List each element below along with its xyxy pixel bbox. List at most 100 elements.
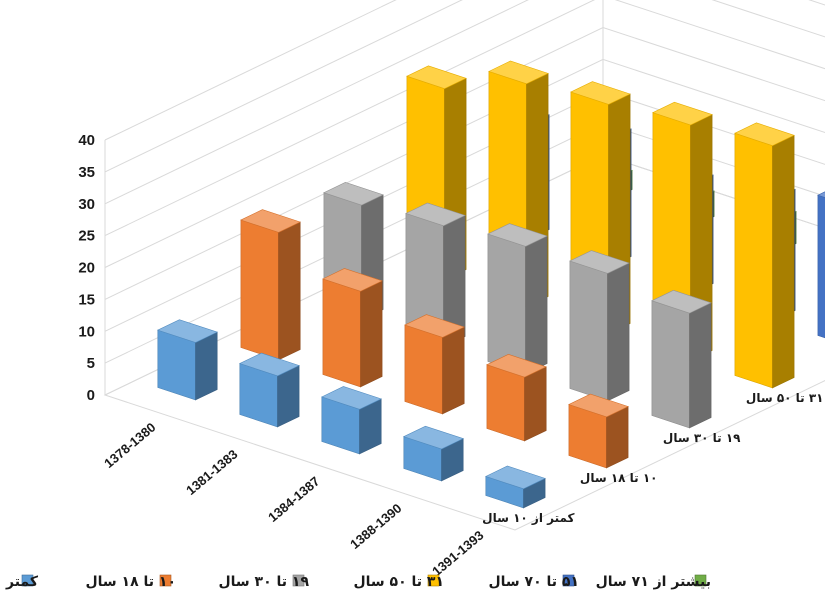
bar-top	[238, 352, 300, 377]
bar-front	[487, 233, 526, 375]
bar	[240, 209, 302, 361]
bar-top	[322, 268, 383, 292]
bar-front	[322, 278, 361, 388]
bar	[402, 425, 465, 482]
bar-top	[484, 465, 546, 490]
bar-side	[525, 235, 548, 375]
y-tick-label: 10	[78, 323, 95, 340]
gridline	[104, 0, 825, 237]
bar-top	[486, 353, 547, 378]
category-label: 1388-1390	[347, 500, 404, 551]
gridline	[104, 0, 825, 205]
legend-label: بیشتر از ۷۱ سال	[596, 574, 711, 590]
bar-side	[689, 302, 712, 429]
bar-front	[817, 194, 825, 339]
bar	[487, 223, 548, 375]
bar-front	[404, 324, 443, 415]
bar-top	[734, 122, 795, 147]
bar-top	[652, 101, 713, 126]
legend-item: ۳۱ تا ۵۰ سال	[354, 574, 445, 590]
gridline	[104, 0, 825, 173]
bar-top	[488, 60, 549, 85]
series-axis-label: ۱۹ تا ۳۰ سال	[663, 431, 741, 445]
legend-label: ۵۱ تا ۷۰ سال	[489, 574, 580, 590]
depth-axis-series-labels: کمتر از ۱۰ سال ۱۰ تا ۱۸ سال ۱۹ تا ۳۰ سال ۳۱…	[482, 391, 824, 525]
y-tick-label: 0	[87, 387, 95, 404]
bar-top	[320, 386, 383, 410]
chart-legend: کمتر از ۱۰ سال ۱۰ تا ۱۸ سال ۱۹ تا ۳۰ سال ۳۱…	[0, 574, 711, 590]
series-axis-label: کمتر از ۱۰ سال	[482, 511, 574, 525]
bar	[484, 465, 546, 509]
bar-side	[606, 406, 629, 469]
bar	[405, 202, 466, 348]
legend-label: ۳۱ تا ۵۰ سال	[354, 574, 445, 590]
bar-top	[240, 209, 302, 233]
bar	[238, 352, 300, 428]
bar-side	[772, 134, 795, 389]
legend-label: ۱۰ تا ۱۸ سال	[86, 574, 177, 590]
bar-side	[360, 280, 383, 388]
bar-top	[569, 250, 630, 274]
y-tick-label: 35	[78, 164, 95, 181]
category-label: 1391-1393	[429, 527, 486, 578]
bar-front	[486, 364, 525, 442]
y-tick-label: 40	[78, 132, 95, 149]
category-label: 1378-1380	[101, 419, 158, 470]
bar-side	[277, 365, 300, 428]
y-tick-label: 5	[87, 355, 95, 372]
bar-front	[569, 260, 608, 402]
bar	[322, 268, 383, 388]
bar	[320, 386, 383, 455]
bar-side	[278, 221, 301, 361]
category-label: 1384-1387	[265, 473, 322, 524]
bar-top	[487, 223, 548, 247]
legend-item: کمتر از ۱۰ سال	[0, 574, 39, 590]
bar-top	[402, 425, 465, 450]
bar-top	[568, 393, 629, 418]
bar-side	[195, 331, 218, 401]
bar-top	[651, 289, 712, 314]
y-tick-label: 25	[78, 228, 95, 245]
bar-top	[406, 65, 467, 90]
y-tick-label: 20	[78, 260, 95, 277]
legend-item: ۵۱ تا ۷۰ سال	[489, 574, 580, 590]
legend-swatch	[159, 574, 172, 587]
bar	[651, 289, 712, 429]
bar-front	[651, 300, 690, 429]
bar	[156, 319, 219, 401]
bar	[486, 353, 547, 442]
legend-swatch	[21, 574, 34, 587]
legend-swatch	[694, 574, 707, 587]
legend-item: بیشتر از ۷۱ سال	[596, 574, 711, 590]
y-tick-label: 15	[78, 291, 95, 308]
chart-bars	[156, 60, 825, 509]
bar	[734, 122, 795, 389]
legend-label: ۱۹ تا ۳۰ سال	[219, 574, 310, 590]
legend-item: ۱۹ تا ۳۰ سال	[219, 574, 310, 590]
bar	[568, 393, 629, 469]
bar-front	[240, 219, 279, 361]
series-axis-label: ۱۰ تا ۱۸ سال	[580, 471, 658, 485]
bar-side	[607, 262, 630, 402]
bar-top	[405, 202, 466, 227]
legend-item: ۱۰ تا ۱۸ سال	[86, 574, 177, 590]
bar-top	[817, 191, 825, 198]
bar-side	[524, 366, 547, 442]
bar	[817, 191, 825, 339]
legend-swatch	[427, 574, 440, 587]
bar-side	[442, 326, 465, 415]
bar-top	[156, 319, 219, 343]
gridline	[104, 0, 397, 141]
bar-top	[323, 181, 384, 206]
bar-front	[734, 132, 773, 389]
bar	[404, 314, 466, 415]
bar	[569, 250, 630, 402]
legend-swatch	[292, 574, 305, 587]
category-label: 1381-1383	[183, 446, 240, 497]
y-tick-label: 30	[78, 196, 95, 213]
series-axis-label: ۳۱ تا ۵۰ سال	[746, 391, 824, 405]
bar-top	[570, 81, 631, 105]
legend-swatch	[562, 574, 575, 587]
y-axis-tick-labels: 0 5 10 15 20 25 30 35 40	[78, 132, 95, 404]
